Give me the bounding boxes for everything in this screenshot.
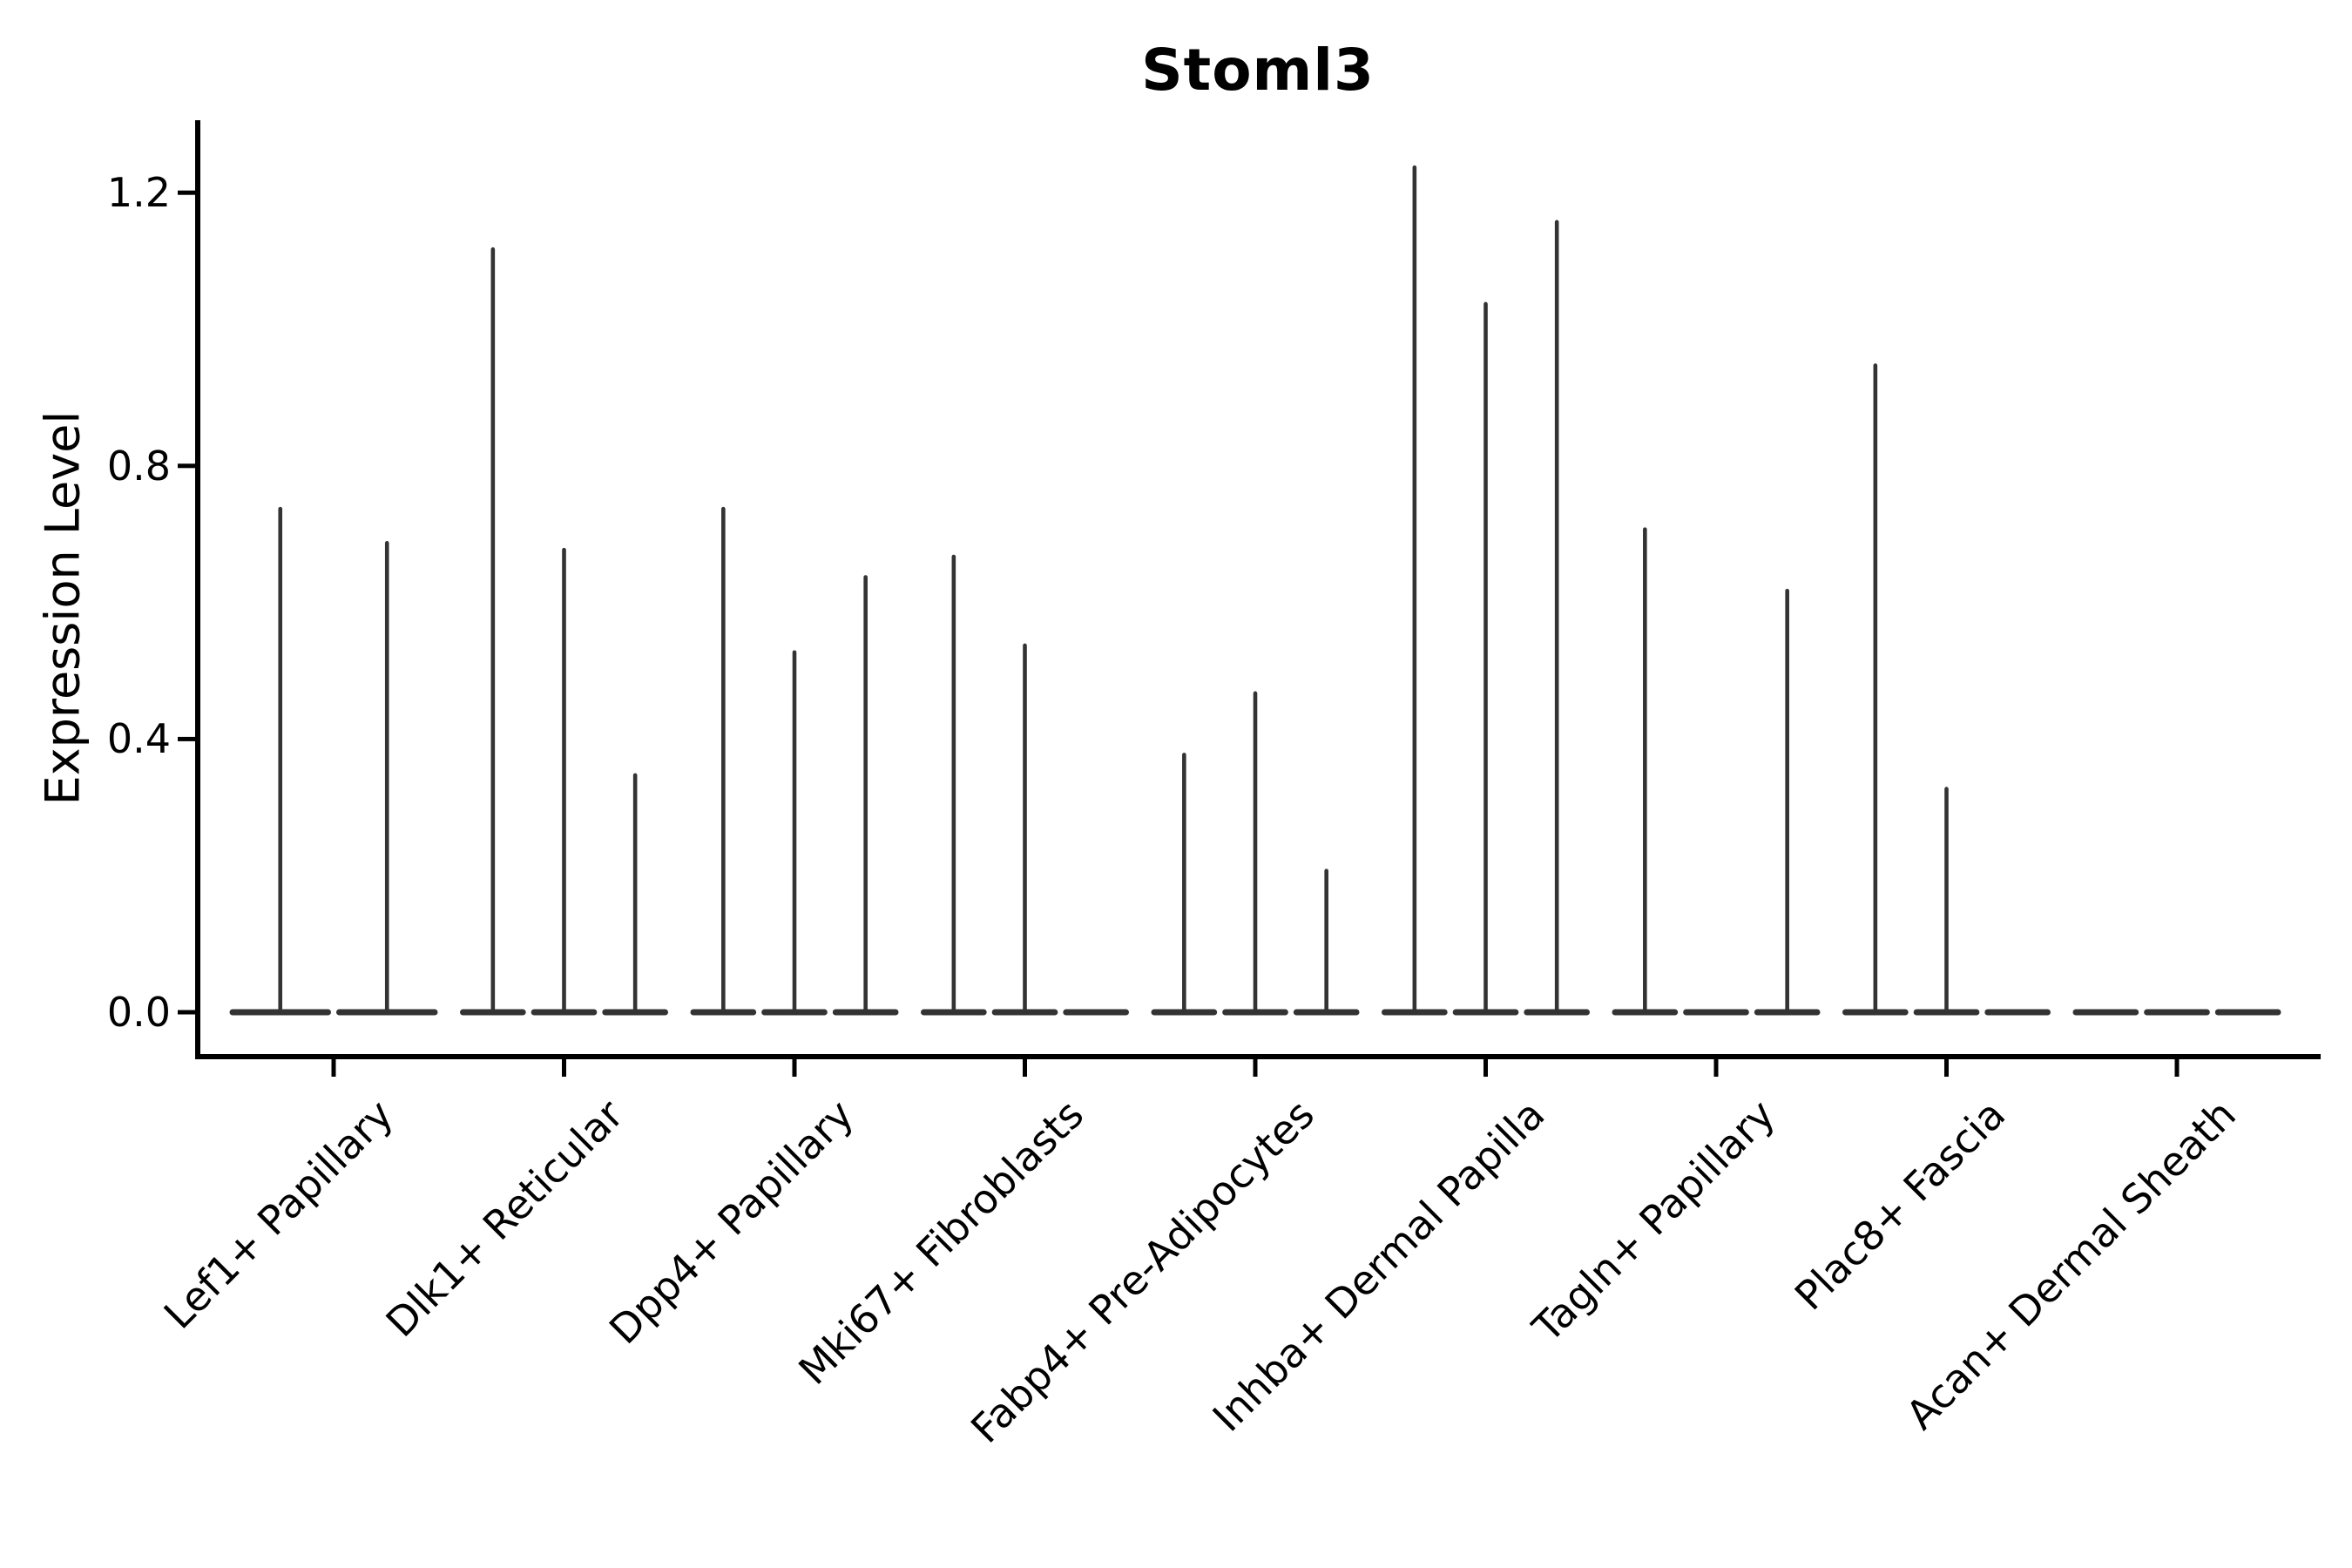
x-tick-mark bbox=[1944, 1059, 1949, 1077]
violin-spike bbox=[863, 575, 868, 1015]
violin-spike bbox=[490, 247, 496, 1015]
violin-spike bbox=[1182, 753, 1186, 1015]
violin-spike bbox=[632, 773, 638, 1015]
violin-spike bbox=[384, 541, 389, 1015]
y-tick-mark bbox=[178, 463, 195, 469]
violin-spike bbox=[1944, 787, 1949, 1015]
x-tick-mark bbox=[792, 1059, 797, 1077]
y-axis-spine bbox=[195, 120, 200, 1059]
x-tick-mark bbox=[1713, 1059, 1719, 1077]
violin-spike bbox=[1785, 588, 1789, 1015]
violin-base bbox=[1683, 1009, 1749, 1016]
x-tick-mark bbox=[2174, 1059, 2180, 1077]
violin-base bbox=[2214, 1009, 2281, 1016]
y-tick-mark bbox=[178, 1010, 195, 1015]
violin-spike bbox=[1023, 643, 1027, 1015]
y-tick-mark bbox=[178, 736, 195, 741]
violin-spike bbox=[562, 547, 566, 1015]
y-tick-label: 0.4 bbox=[106, 715, 171, 763]
violin-base bbox=[2144, 1009, 2210, 1016]
violin-spike bbox=[951, 554, 956, 1015]
x-tick-mark bbox=[1023, 1059, 1027, 1077]
violin-spike bbox=[792, 650, 797, 1015]
y-tick-label: 0.0 bbox=[106, 989, 171, 1036]
violin-spike bbox=[1412, 165, 1417, 1016]
violin-spike bbox=[1643, 527, 1647, 1015]
violin-spike bbox=[1554, 220, 1559, 1015]
violin-spike bbox=[1253, 691, 1258, 1015]
y-tick-label: 0.8 bbox=[106, 442, 171, 490]
violin-base bbox=[1063, 1009, 1129, 1016]
violin-spike bbox=[278, 506, 283, 1015]
x-tick-mark bbox=[1253, 1059, 1258, 1077]
y-tick-mark bbox=[178, 190, 195, 195]
violin-spike bbox=[1324, 868, 1328, 1015]
x-axis-spine bbox=[195, 1054, 2321, 1059]
x-tick-mark bbox=[1484, 1059, 1488, 1077]
violin-base bbox=[1984, 1009, 2051, 1016]
violin-spike bbox=[721, 506, 726, 1015]
x-tick-mark bbox=[562, 1059, 566, 1077]
y-tick-label: 1.2 bbox=[106, 169, 171, 217]
plot-title: Stoml3 bbox=[1141, 37, 1375, 104]
x-tick-mark bbox=[331, 1059, 336, 1077]
violin-spike bbox=[1484, 301, 1488, 1015]
violin-base bbox=[2072, 1009, 2139, 1016]
violin-spike bbox=[1873, 363, 1878, 1015]
